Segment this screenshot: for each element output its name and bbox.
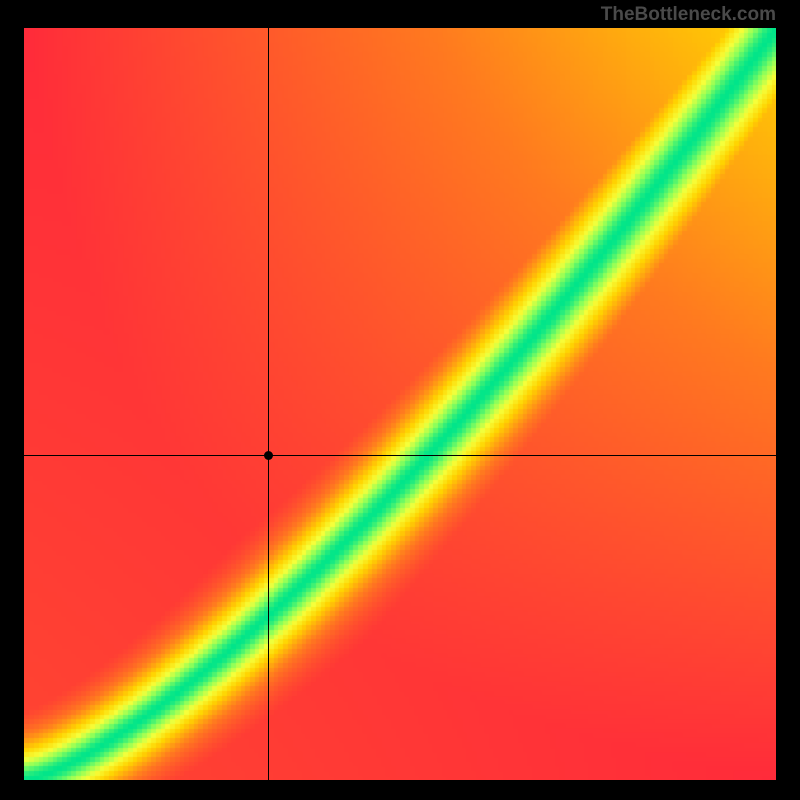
bottleneck-heatmap: [24, 28, 776, 780]
crosshair-horizontal: [24, 455, 776, 456]
plot-area: [24, 28, 776, 780]
crosshair-vertical: [268, 28, 269, 780]
chart-container: TheBottleneck.com: [0, 0, 800, 800]
watermark-text: TheBottleneck.com: [601, 4, 776, 26]
crosshair-marker-dot: [264, 451, 273, 460]
